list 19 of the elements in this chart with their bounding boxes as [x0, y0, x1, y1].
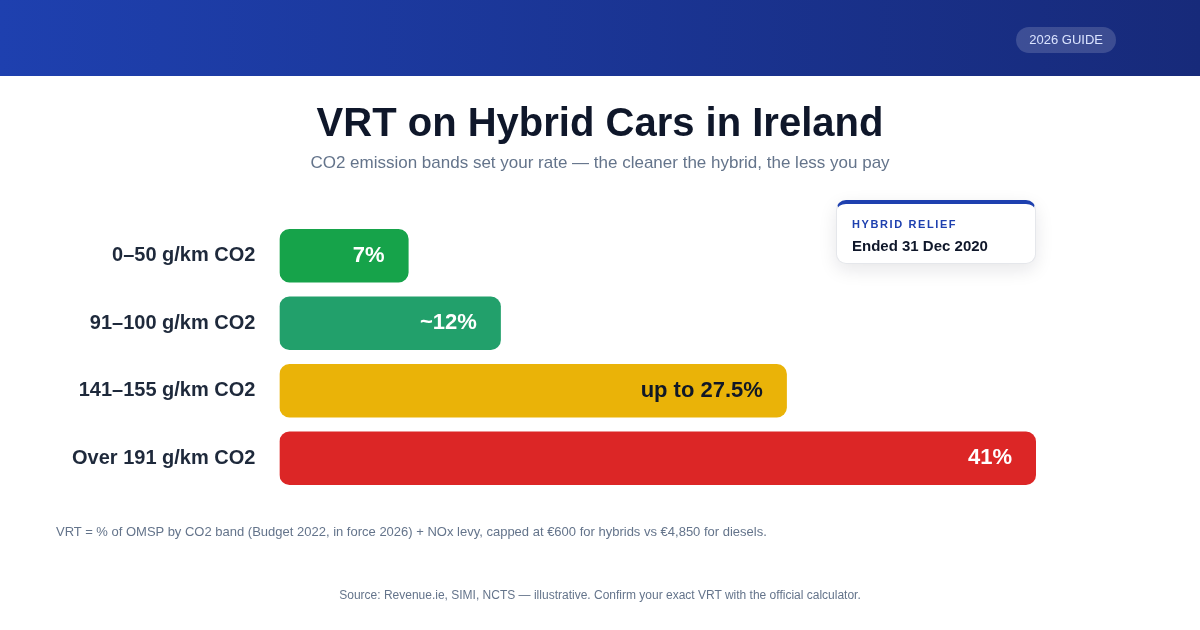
bar — [279, 364, 787, 418]
chart-title: VRT on Hybrid Cars in Ireland — [315, 99, 885, 146]
bar — [279, 229, 409, 283]
data-label: ~12% — [419, 309, 477, 335]
y-tick-label: 91–100 g/km CO2 — [89, 310, 256, 333]
bar — [279, 296, 501, 350]
annotation: Ended 31 Dec 2020 — [852, 236, 988, 255]
bar — [279, 431, 1036, 485]
y-tick-label: 0–50 g/km CO2 — [112, 243, 256, 266]
text: VRT = % of OMSP by CO2 band (Budget 2022, in force 2026) + NOx levy, capped at €600 for hybrids vs €4,850 for diesels. — [56, 523, 767, 540]
data-label: 7% — [352, 241, 385, 267]
data-label: 41% — [967, 444, 1012, 470]
annotation: HYBRID RELIEF — [852, 217, 958, 231]
y-tick-label: Over 191 g/km CO2 — [71, 445, 256, 468]
chart-subtitle: CO2 emission bands set your rate — the cleaner the hybrid, the less you pay — [309, 152, 891, 174]
source-note: Source: Revenue.ie, SIMI, NCTS — illustrative. Confirm your exact VRT with the official calculator. — [338, 587, 862, 603]
y-tick-label: 141–155 g/km CO2 — [78, 378, 256, 401]
data-label: up to 27.5% — [640, 376, 763, 402]
text: 2026 GUIDE — [1016, 27, 1116, 53]
